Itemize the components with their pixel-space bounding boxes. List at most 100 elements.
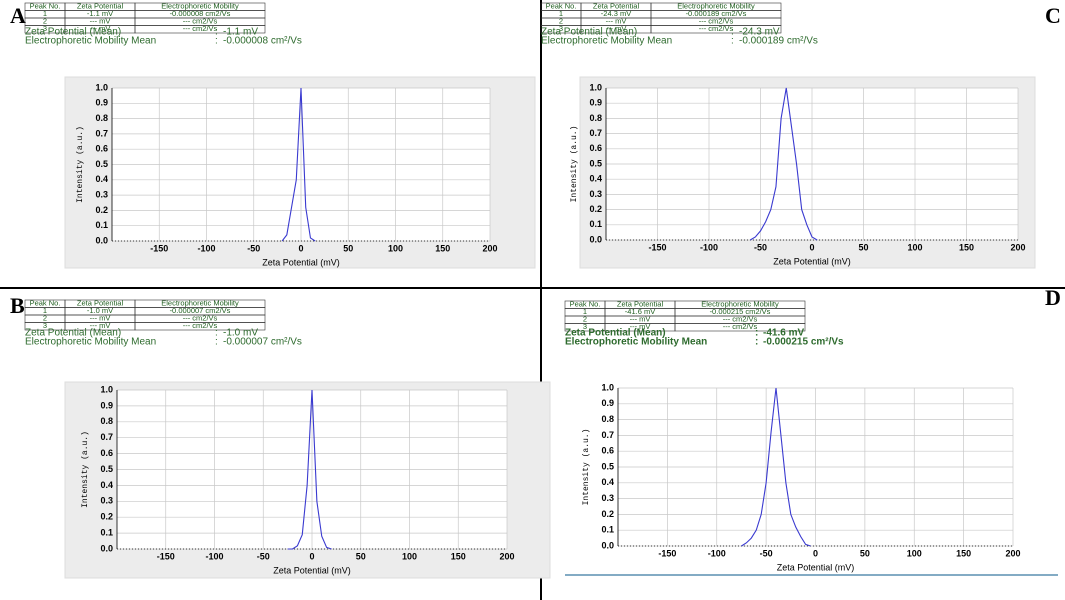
summary-label: Electrophoretic Mobility Mean (541, 36, 672, 47)
y-tick-label: 0.2 (601, 509, 614, 519)
table-text: --- cm2/Vs (183, 17, 218, 26)
summary-label: Zeta Potential (Mean) (565, 328, 666, 339)
y-tick-label: 0.3 (589, 189, 602, 199)
table-text: Peak No. (546, 2, 577, 11)
summary-label: Electrophoretic Mobility Mean (565, 337, 707, 348)
summary-value: -0.000008 cm²/Vs (223, 36, 302, 47)
x-tick-label: 0 (298, 243, 303, 253)
x-tick-label: 100 (388, 243, 403, 253)
y-tick-label: 0.5 (601, 461, 614, 471)
y-tick-label: 0.0 (601, 540, 614, 550)
x-tick-label: -50 (760, 548, 773, 558)
summary-value: -41.6 mV (763, 328, 804, 339)
y-tick-label: 0.5 (589, 158, 602, 168)
summary-value: -1.1 mV (223, 27, 258, 38)
y-tick-label: 0.1 (601, 525, 614, 535)
y-tick-label: 0.6 (95, 144, 108, 154)
table-text: 2 (583, 315, 587, 324)
x-axis-title: Zeta Potential (mV) (777, 562, 855, 572)
x-tick-label: 50 (343, 243, 353, 253)
y-tick-label: 1.0 (95, 82, 108, 92)
table-text: --- cm2/Vs (723, 315, 758, 324)
table-text: --- cm2/Vs (699, 17, 734, 26)
y-tick-label: 0.6 (100, 448, 113, 458)
y-tick-label: 0.3 (100, 496, 113, 506)
table-text: --- mV (630, 322, 651, 331)
table-text: -24.3 mV (601, 9, 631, 18)
y-tick-label: 0.2 (589, 204, 602, 214)
x-axis-title: Zeta Potential (mV) (262, 257, 340, 267)
y-tick-label: 0.2 (100, 512, 113, 522)
summary-sep: : (215, 328, 218, 339)
y-tick-label: 0.0 (589, 234, 602, 244)
x-tick-label: -150 (157, 551, 175, 561)
summary-sep: : (215, 27, 218, 38)
x-tick-label: -100 (700, 242, 718, 252)
x-axis-title: Zeta Potential (mV) (773, 256, 851, 266)
x-axis-title: Zeta Potential (mV) (273, 565, 351, 575)
x-tick-label: 150 (956, 548, 971, 558)
data-line (281, 87, 316, 242)
panel-label: A (10, 3, 26, 28)
table-text: 3 (43, 24, 47, 33)
x-tick-label: 150 (451, 551, 466, 561)
table-cell (134, 25, 266, 34)
table-text: -1.0 mV (87, 306, 113, 315)
table-text: --- mV (630, 315, 651, 324)
y-tick-label: 0.0 (100, 543, 113, 553)
summary-label: Electrophoretic Mobility Mean (25, 337, 156, 348)
x-tick-label: 200 (499, 551, 514, 561)
table-text: Electrophoretic Mobility (701, 300, 779, 309)
summary-label: Zeta Potential (Mean) (25, 27, 121, 38)
table-cell (674, 323, 806, 332)
y-tick-label: 0.2 (95, 205, 108, 215)
x-tick-label: 50 (860, 548, 870, 558)
table-text: --- mV (606, 24, 627, 33)
y-tick-label: 0.7 (601, 430, 614, 440)
x-tick-label: 200 (482, 243, 497, 253)
x-tick-label: 50 (356, 551, 366, 561)
y-tick-label: 0.4 (100, 480, 113, 490)
summary-value: -24.3 mV (739, 27, 780, 38)
table-text: 1 (559, 9, 563, 18)
table-text: Electrophoretic Mobility (161, 2, 239, 11)
x-tick-label: -150 (648, 242, 666, 252)
y-tick-label: 0.7 (95, 128, 108, 138)
x-tick-label: -50 (247, 243, 260, 253)
summary-sep: : (731, 36, 734, 47)
summary-sep: : (215, 337, 218, 348)
y-axis-title: Intensity (a.u.) (81, 431, 90, 508)
table-text: 1 (43, 9, 47, 18)
x-tick-label: -150 (658, 548, 676, 558)
table-text: Zeta Potential (77, 299, 124, 308)
panel-label: B (10, 293, 25, 318)
summary-value: -0.000215 cm²/Vs (763, 337, 844, 348)
x-tick-label: 50 (858, 242, 868, 252)
x-tick-label: -50 (754, 242, 767, 252)
data-line (749, 87, 818, 241)
table-text: -0.000007 cm2/Vs (170, 306, 231, 315)
y-tick-label: 0.6 (601, 446, 614, 456)
table-text: Peak No. (30, 2, 61, 11)
x-tick-label: -150 (150, 243, 168, 253)
table-text: Zeta Potential (77, 2, 124, 11)
y-tick-label: 0.3 (601, 493, 614, 503)
y-tick-label: 0.8 (95, 113, 108, 123)
table-text: --- mV (90, 17, 111, 26)
summary-label: Electrophoretic Mobility Mean (25, 36, 156, 47)
x-tick-label: 0 (309, 551, 314, 561)
y-tick-label: 0.0 (95, 235, 108, 245)
table-text: --- cm2/Vs (723, 322, 758, 331)
y-tick-label: 0.9 (589, 98, 602, 108)
table-cell (134, 322, 266, 331)
y-tick-label: 0.5 (100, 464, 113, 474)
table-text: Peak No. (30, 299, 61, 308)
summary-value: -0.000189 cm²/Vs (739, 36, 818, 47)
table-text: -1.1 mV (87, 9, 113, 18)
x-tick-label: 150 (959, 242, 974, 252)
table-text: 1 (583, 307, 587, 316)
x-tick-label: 200 (1010, 242, 1025, 252)
table-text: 2 (43, 17, 47, 26)
x-tick-label: -100 (708, 548, 726, 558)
